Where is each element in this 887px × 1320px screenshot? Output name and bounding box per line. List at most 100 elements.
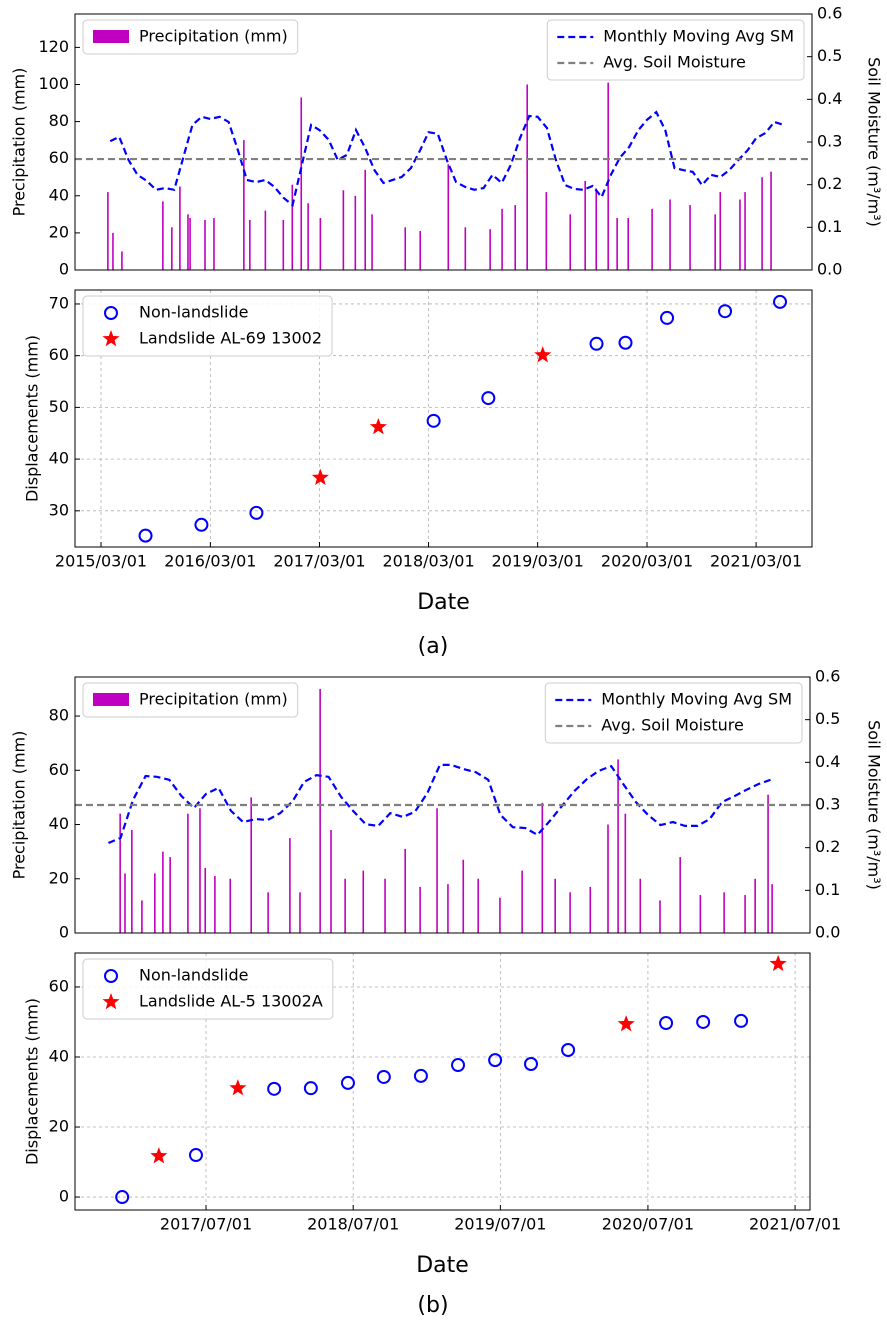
precip-bar — [264, 210, 267, 270]
y-tick-label: 80 — [49, 706, 69, 725]
y2-tick-label: 0.4 — [815, 752, 840, 771]
precip-bar — [189, 218, 191, 270]
y2-axis-label: Soil Moisture (m³/m³) — [865, 720, 884, 890]
x-axis-label: Date — [417, 590, 470, 615]
precip-bar — [344, 878, 346, 933]
y-tick-label: 80 — [49, 111, 69, 130]
legend: Precipitation (mm) — [82, 682, 299, 718]
legend-box — [544, 682, 803, 744]
y-tick-label: 60 — [49, 148, 69, 167]
x-tick-label: 2018/07/01 — [307, 1215, 399, 1234]
precip-bar — [699, 895, 702, 933]
y-tick-label: 0 — [59, 923, 69, 942]
precip-bar — [229, 878, 232, 933]
precip-bar — [291, 184, 294, 270]
legend: Non-landslide Landslide AL-69 13002 — [82, 295, 333, 357]
y2-tick-label: 0.3 — [817, 132, 842, 151]
y-tick-label: 50 — [49, 397, 69, 416]
plot-frame — [74, 952, 811, 1211]
non-landslide-point — [451, 1058, 466, 1073]
y-tick-label: 20 — [49, 1117, 69, 1136]
non-landslide-point — [773, 294, 788, 309]
precip-bar — [169, 857, 171, 933]
precip-bar — [607, 824, 609, 933]
x-tick-label: 2020/07/01 — [602, 1215, 694, 1234]
precip-bar — [669, 199, 671, 270]
precip-bar — [364, 169, 366, 270]
precip-bar — [204, 867, 207, 933]
y2-tick-label: 0.5 — [815, 709, 840, 728]
precip-bar — [124, 873, 126, 933]
precip-bar — [141, 900, 143, 933]
y-tick-label: 60 — [49, 760, 69, 779]
non-landslide-point — [718, 304, 733, 319]
precip-bar — [447, 884, 449, 933]
precip-bar — [112, 232, 114, 270]
y2-tick-label: 0.0 — [817, 260, 842, 279]
non-landslide-point — [115, 1190, 130, 1205]
precip-bar — [554, 878, 556, 933]
non-landslide-point — [249, 505, 264, 520]
precip-bar — [624, 813, 627, 933]
non-landslide-point — [488, 1053, 503, 1068]
precip-bar — [249, 219, 251, 270]
y-tick-label: 0 — [59, 1187, 69, 1206]
precip-bar — [595, 188, 598, 270]
precip-bar — [501, 208, 503, 270]
y-tick-label: 40 — [49, 1046, 69, 1065]
legend-swatch — [93, 30, 129, 43]
precip-bar — [744, 192, 746, 270]
precip-bar — [617, 759, 619, 933]
plot-frame — [74, 289, 813, 548]
non-landslide-point — [194, 517, 209, 532]
precip-bar — [307, 203, 309, 270]
precip-bar — [639, 878, 642, 933]
x-tick-label: 2018/03/01 — [382, 552, 474, 571]
precip-bar — [362, 870, 365, 933]
y2-tick-label: 0.6 — [817, 4, 842, 23]
precip-bar — [514, 205, 517, 270]
precip-bar — [659, 900, 661, 933]
precip-bar — [243, 140, 245, 270]
legend-swatch — [102, 330, 120, 347]
precip-bar — [107, 192, 109, 270]
precip-bar — [489, 229, 491, 270]
y-tick-label: 70 — [49, 293, 69, 312]
precip-bar — [771, 884, 773, 933]
y2-tick-label: 0.4 — [817, 89, 842, 108]
non-landslide-point — [267, 1081, 282, 1096]
legend-label: Avg. Soil Moisture — [603, 53, 746, 72]
precip-bar — [767, 794, 769, 933]
x-tick-label: 2020/03/01 — [601, 552, 693, 571]
landslide-point — [229, 1079, 247, 1096]
y-tick-label: 40 — [49, 449, 69, 468]
x-tick-label: 2019/03/01 — [492, 552, 584, 571]
precip-bar — [330, 829, 332, 933]
y2-tick-label: 0.6 — [815, 667, 840, 686]
y-tick-label: 20 — [49, 222, 69, 241]
precip-bar — [404, 848, 407, 933]
x-tick-label: 2021/03/01 — [710, 552, 802, 571]
precip-bar — [464, 227, 467, 270]
non-landslide-point — [376, 1069, 391, 1084]
non-landslide-point — [660, 310, 675, 325]
plot-frame — [74, 676, 811, 934]
precip-bar — [384, 878, 386, 933]
legend-box — [546, 19, 805, 81]
precip-bar — [627, 218, 629, 270]
legend-swatch — [104, 306, 118, 320]
non-landslide-point — [589, 336, 604, 351]
y-tick-label: 60 — [49, 976, 69, 995]
y-tick-label: 100 — [38, 74, 69, 93]
precip-bar — [154, 873, 156, 933]
precip-bar — [447, 164, 450, 270]
precip-bar — [342, 190, 345, 270]
precip-bar — [250, 797, 252, 933]
legend-label: Avg. Soil Moisture — [601, 716, 744, 735]
precip-bar — [462, 859, 465, 933]
y-tick-label: 120 — [38, 37, 69, 56]
precip-bar — [477, 878, 479, 933]
precip-bar — [299, 892, 301, 933]
precip-bar — [679, 857, 681, 933]
